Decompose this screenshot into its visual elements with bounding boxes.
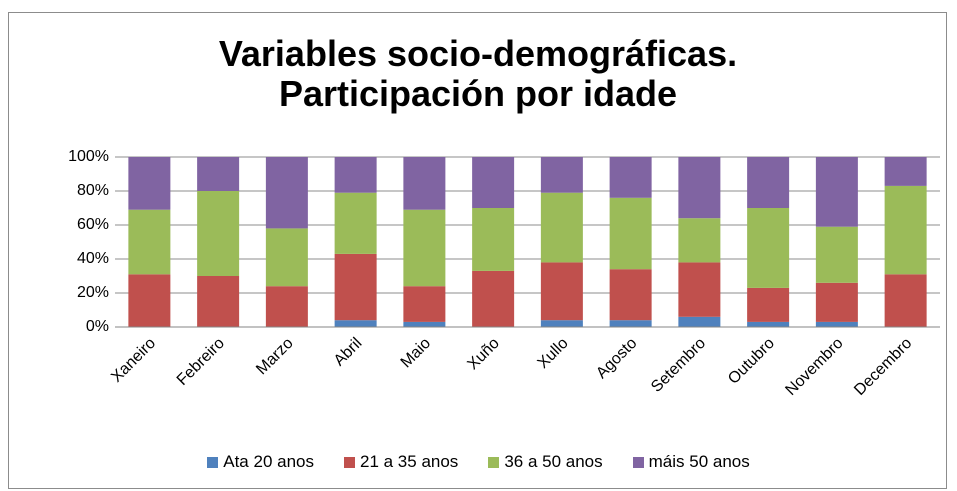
bar-segment (540, 262, 583, 321)
x-tick-label: Xaneiro (108, 335, 159, 386)
chart-frame (8, 12, 947, 489)
legend-label: 21 a 35 anos (360, 452, 459, 471)
bar-segment (678, 316, 721, 327)
bar-segment (815, 282, 858, 322)
legend-label: máis 50 anos (648, 452, 750, 471)
bar-segment (334, 253, 377, 321)
legend-swatch (344, 456, 355, 468)
y-tick-label: 100% (68, 148, 109, 165)
bar-segment (197, 157, 240, 191)
bar-segment (265, 157, 308, 229)
bar-segment (128, 157, 171, 210)
bar-segment (747, 287, 790, 322)
bar-segment (265, 286, 308, 327)
legend-item: Ata 20 anos (207, 452, 314, 472)
bar-segment (747, 208, 790, 288)
bar-segment (884, 274, 927, 327)
x-tick-label: Agosto (593, 335, 640, 382)
legend-swatch (632, 456, 644, 468)
legend-item: 21 a 35 anos (344, 452, 458, 472)
legend-label: Ata 20 anos (223, 452, 314, 471)
x-tick-label: Abril (331, 335, 366, 370)
x-tick-label: Xuño (464, 335, 503, 374)
bar-segment (334, 192, 377, 254)
bar-segment (403, 157, 446, 210)
bar-segment (540, 157, 583, 193)
bar-segment (747, 157, 790, 208)
legend-item: 36 a 50 anos (488, 452, 603, 472)
bar-segment (472, 157, 515, 208)
y-tick-label: 0% (86, 318, 109, 335)
y-tick-label: 60% (77, 216, 109, 233)
bar-segment (609, 269, 652, 321)
x-tick-label: Marzo (253, 335, 297, 379)
bar-segment (884, 185, 927, 275)
chart-title: Variables socio-demográficas. Participac… (218, 33, 738, 114)
y-tick-label: 80% (77, 182, 109, 199)
x-tick-label: Febreiro (174, 335, 228, 389)
bar-segment (128, 274, 171, 327)
bar-segment (747, 321, 790, 327)
legend: Ata 20 anos 21 a 35 anos 36 a 50 anos máis … (0, 452, 957, 472)
x-tick-label: Novembro (782, 335, 846, 399)
bar-segment (678, 218, 721, 263)
x-tick-label: Decembro (851, 335, 915, 399)
bar-segment (815, 226, 858, 283)
bar-segment (815, 321, 858, 327)
bar-segment (815, 157, 858, 227)
legend-label: 36 a 50 anos (504, 452, 603, 471)
x-tick-label: Setembro (648, 335, 709, 396)
bar-segment (472, 208, 515, 271)
bar-segment (334, 157, 377, 193)
bar-segment (403, 286, 446, 322)
y-tick-label: 20% (77, 284, 109, 301)
bar-segment (678, 262, 721, 317)
bar-segment (334, 320, 377, 327)
x-tick-label: Xullo (535, 335, 572, 372)
bar-segment (540, 192, 583, 263)
bar-segment (403, 209, 446, 287)
bar-segment (128, 209, 171, 275)
x-tick-label: Maio (398, 335, 435, 372)
y-tick-label: 40% (77, 250, 109, 267)
bar-segment (609, 157, 652, 198)
bar-segment (609, 320, 652, 327)
bar-segment (540, 320, 583, 327)
legend-swatch (488, 456, 500, 468)
x-tick-label: Outubro (725, 335, 778, 388)
legend-swatch (207, 456, 219, 468)
bar-segment (472, 270, 515, 327)
bar-segment (678, 157, 721, 219)
legend-item: máis 50 anos (632, 452, 750, 472)
bar-segment (884, 157, 927, 186)
bar-segment (265, 228, 308, 287)
bar-segment (197, 276, 240, 327)
bar-segment (609, 197, 652, 270)
bar-segment (197, 191, 240, 276)
bar-segment (403, 321, 446, 327)
